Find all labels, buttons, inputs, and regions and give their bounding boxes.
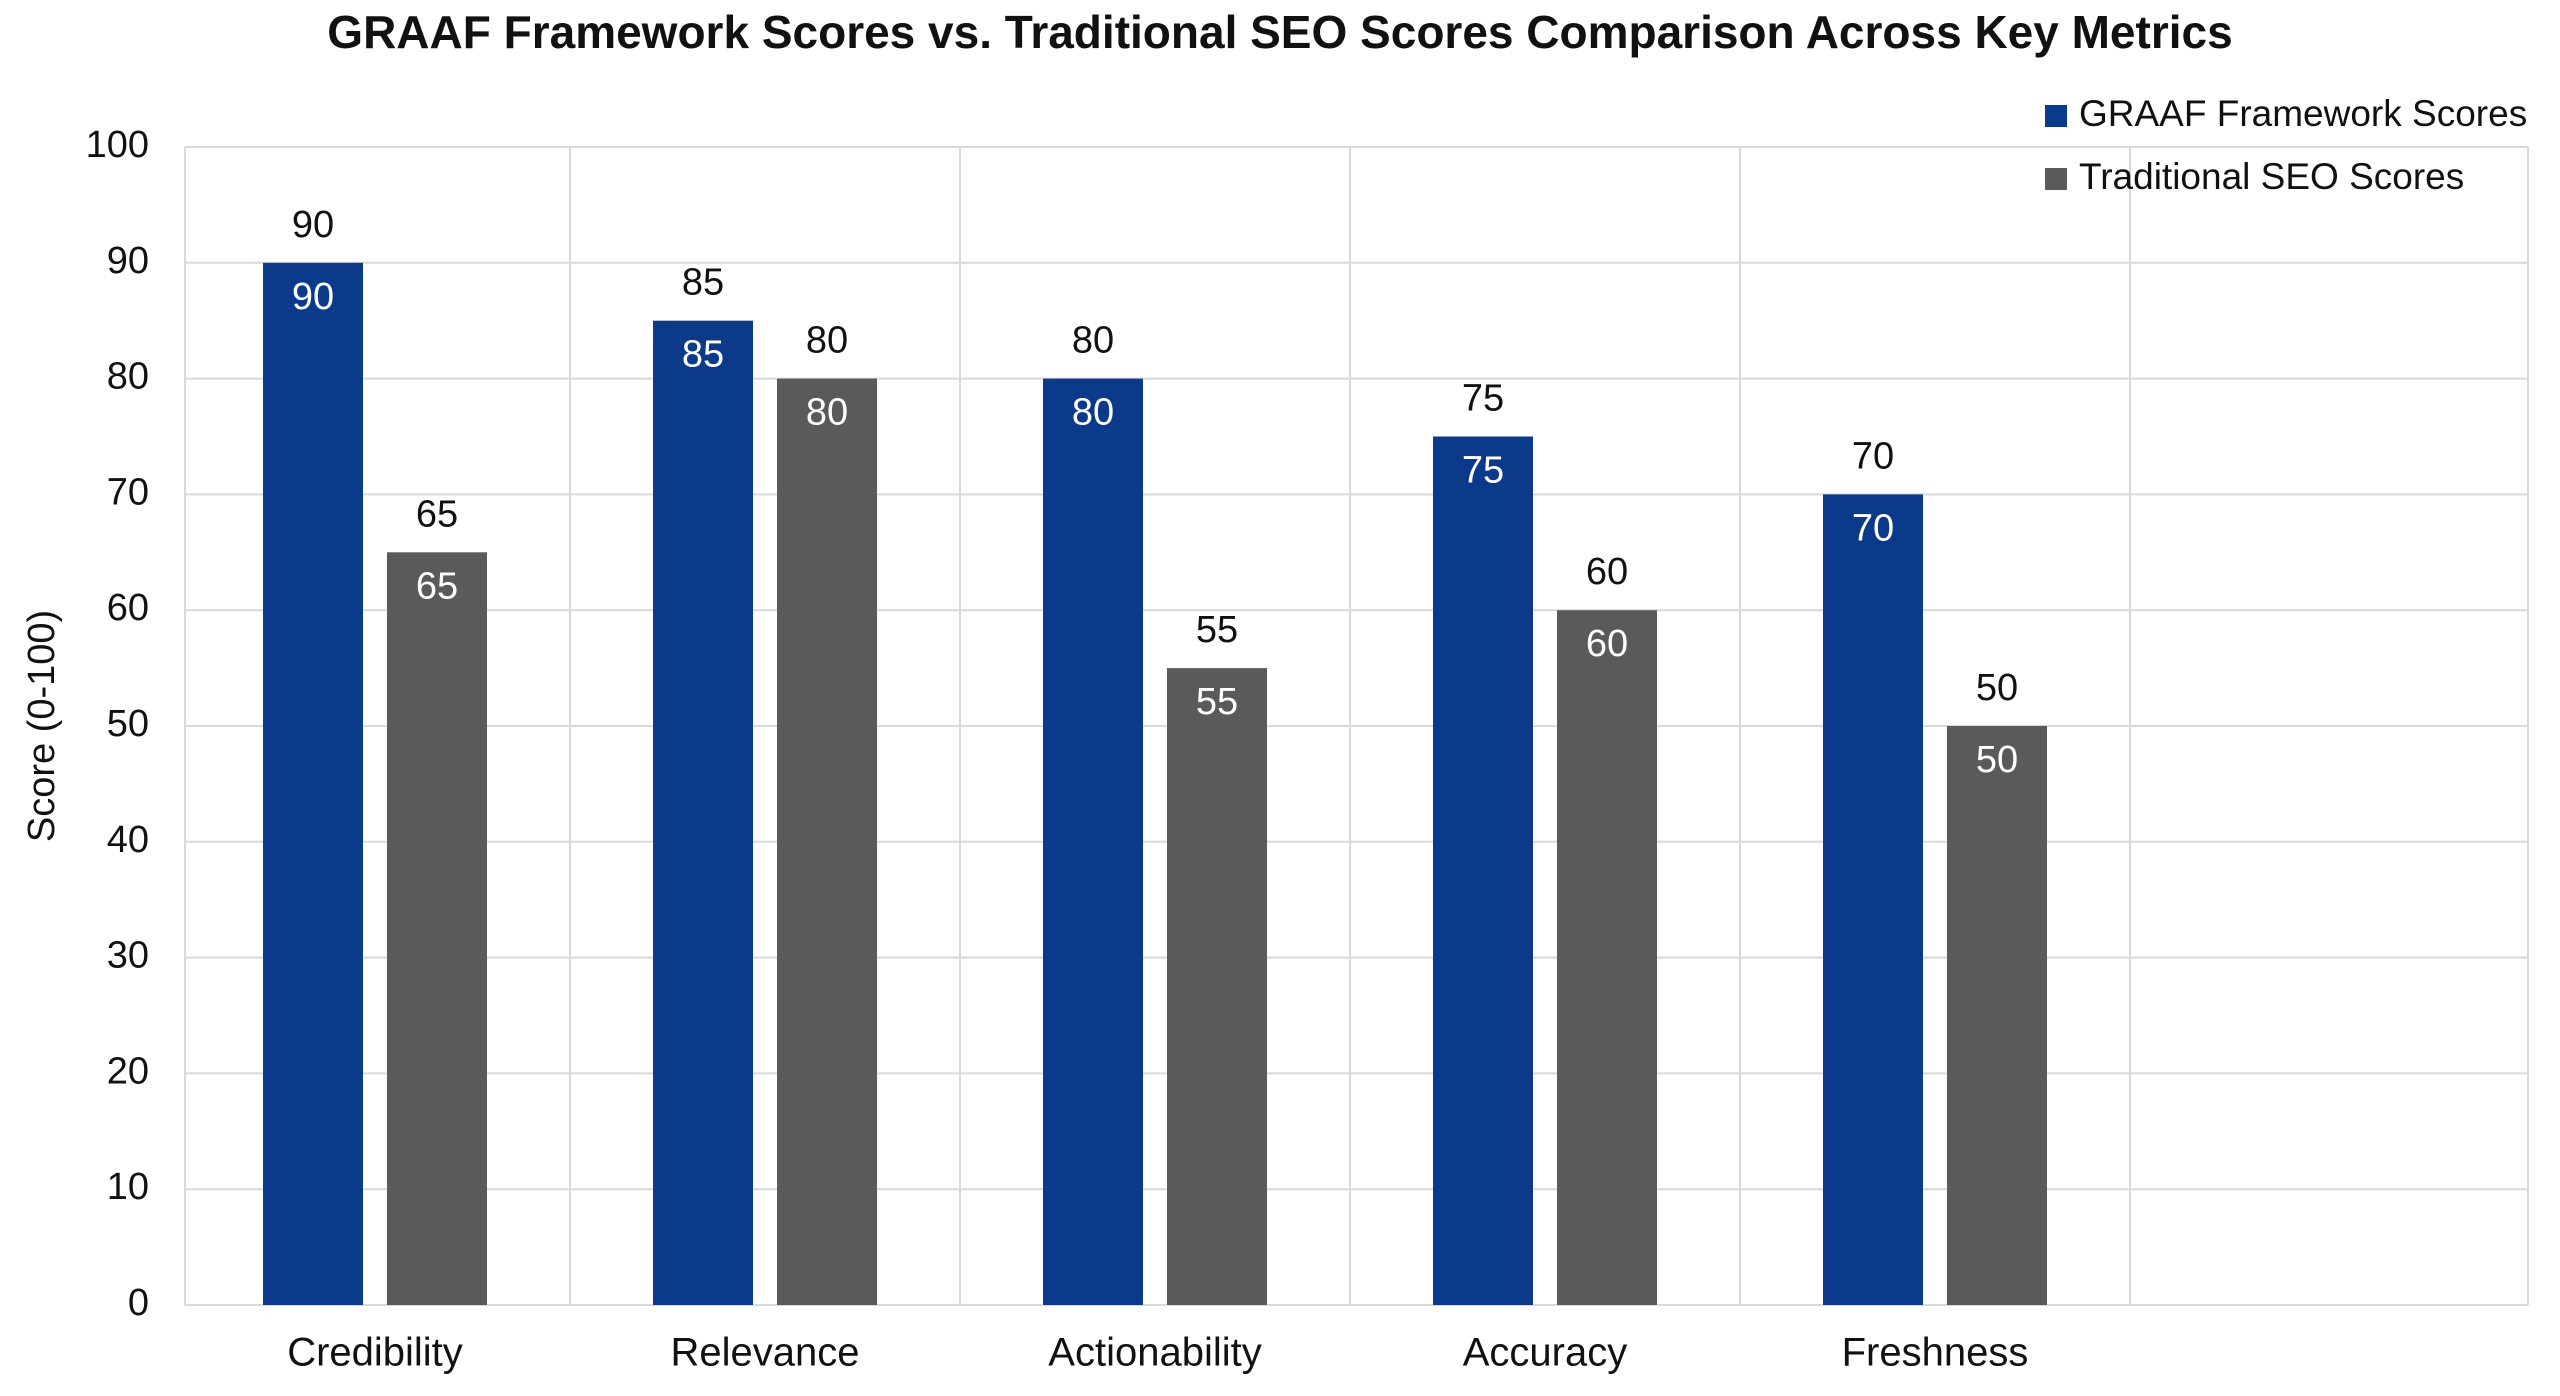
value-label-inside: 75 xyxy=(1462,450,1504,492)
y-tick-label: 50 xyxy=(107,703,149,745)
bar xyxy=(777,378,877,1306)
bar xyxy=(1433,436,1533,1305)
value-label: 65 xyxy=(416,493,458,535)
value-label-inside: 70 xyxy=(1852,507,1894,549)
chart-title: GRAAF Framework Scores vs. Traditional S… xyxy=(327,6,2232,58)
y-tick-label: 60 xyxy=(107,587,149,629)
legend-label: Traditional SEO Scores xyxy=(2079,156,2464,197)
value-label: 80 xyxy=(806,320,848,362)
value-label: 85 xyxy=(682,262,724,304)
y-tick-label: 30 xyxy=(107,935,149,977)
x-tick-label: Accuracy xyxy=(1463,1331,1628,1375)
bar xyxy=(387,552,487,1305)
x-tick-label: Relevance xyxy=(670,1331,859,1375)
value-label: 75 xyxy=(1462,378,1504,420)
bar xyxy=(263,262,363,1305)
legend-swatch xyxy=(2045,105,2067,127)
value-label-inside: 50 xyxy=(1976,739,2018,781)
value-label: 55 xyxy=(1196,609,1238,651)
legend-swatch xyxy=(2045,168,2067,190)
y-tick-label: 40 xyxy=(107,819,149,861)
bar xyxy=(1947,726,2047,1305)
y-tick-label: 0 xyxy=(128,1282,149,1324)
value-label: 70 xyxy=(1852,435,1894,477)
y-axis-label: Score (0-100) xyxy=(21,610,63,842)
y-tick-label: 100 xyxy=(86,124,149,166)
bar xyxy=(1043,378,1143,1306)
value-label-inside: 60 xyxy=(1586,623,1628,665)
value-label: 80 xyxy=(1072,320,1114,362)
y-tick-label: 90 xyxy=(107,240,149,282)
value-label: 60 xyxy=(1586,551,1628,593)
value-label-inside: 65 xyxy=(416,565,458,607)
bar xyxy=(1557,610,1657,1305)
value-label: 50 xyxy=(1976,667,2018,709)
legend-label: GRAAF Framework Scores xyxy=(2079,93,2527,134)
bar xyxy=(1167,668,1267,1305)
bar xyxy=(1823,494,1923,1305)
value-label-inside: 80 xyxy=(1072,392,1114,434)
value-label-inside: 90 xyxy=(292,276,334,318)
y-tick-label: 20 xyxy=(107,1050,149,1092)
y-tick-label: 70 xyxy=(107,471,149,513)
y-tick-label: 80 xyxy=(107,356,149,398)
x-tick-label: Credibility xyxy=(287,1331,463,1375)
value-label-inside: 55 xyxy=(1196,681,1238,723)
value-label-inside: 85 xyxy=(682,334,724,376)
value-label: 90 xyxy=(292,204,334,246)
value-label-inside: 80 xyxy=(806,392,848,434)
y-tick-label: 10 xyxy=(107,1166,149,1208)
x-tick-label: Actionability xyxy=(1048,1331,1261,1375)
x-tick-label: Freshness xyxy=(1842,1331,2029,1375)
bar xyxy=(653,320,753,1305)
